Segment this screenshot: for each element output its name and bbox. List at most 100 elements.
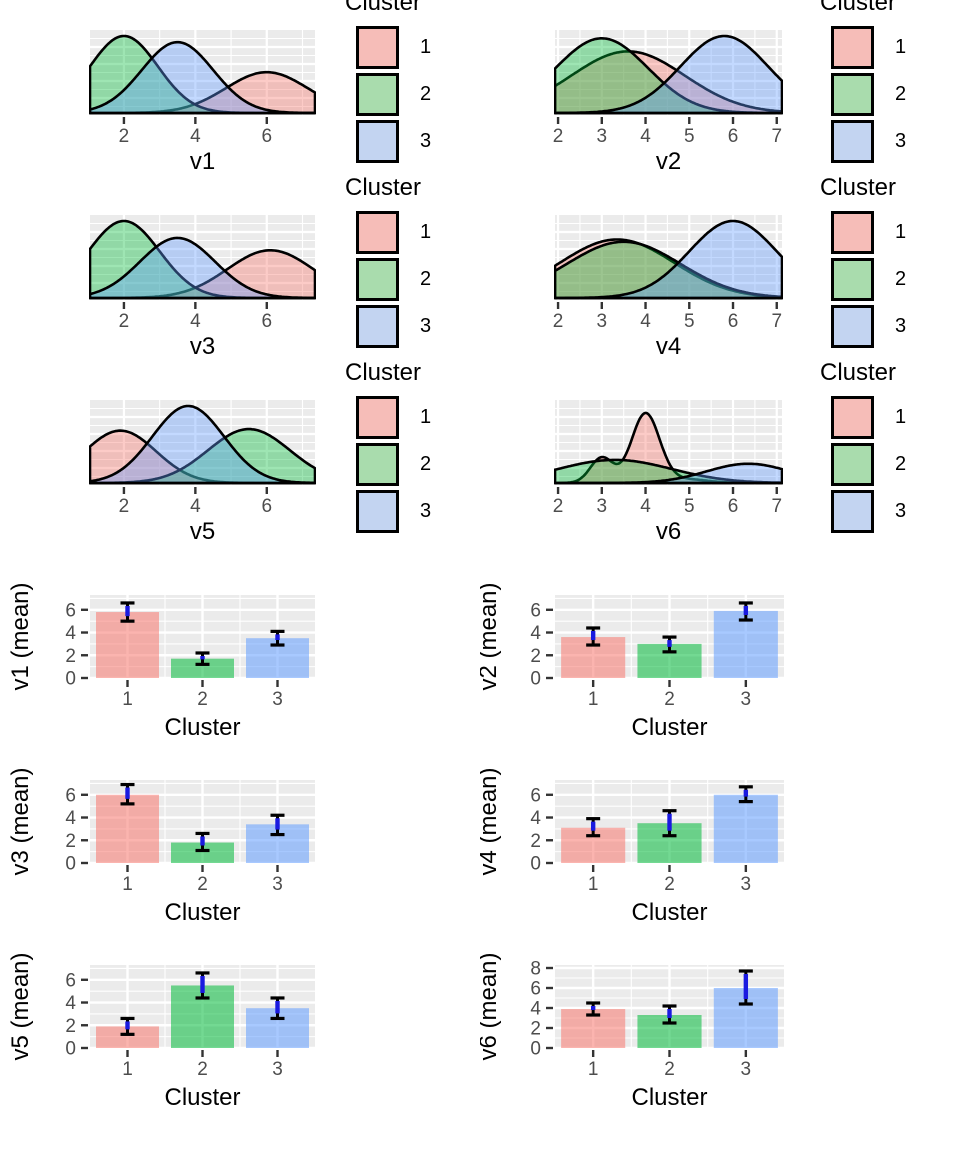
x-tick-label: 2 [664, 1059, 675, 1080]
legend-item-cluster-3: 3 [820, 490, 960, 533]
legend-label: 1 [895, 406, 907, 428]
y-tick-label: 4 [65, 623, 76, 644]
legend-label: 2 [420, 268, 432, 290]
x-axis-title: v1 [190, 148, 215, 175]
x-tick-label: 3 [741, 689, 752, 710]
bar-cluster-1 [96, 612, 159, 678]
density-plot-v1: 2 4 6 v1 [89, 30, 316, 175]
legend-item-cluster-3: 3 [820, 305, 960, 348]
legend-label: 2 [895, 268, 907, 290]
legend-title: Cluster [820, 174, 897, 201]
legend-swatch-cluster-3 [831, 305, 874, 348]
x-tick-label: 2 [553, 311, 564, 332]
density-plot-v2: 2 3 4 5 6 7 v2 [553, 30, 783, 175]
x-tick-label: 5 [684, 311, 695, 332]
cluster-legend: Cluster 1 2 3 [820, 360, 960, 537]
y-axis-title: v1 (mean) [7, 582, 34, 690]
x-axis-title: Cluster [164, 714, 240, 741]
legend-item-cluster-2: 2 [820, 258, 960, 301]
x-tick-label: 3 [272, 1059, 283, 1080]
x-tick-label: 2 [664, 874, 675, 895]
y-tick-label: 0 [530, 669, 541, 690]
error-bar-cluster-3 [738, 785, 753, 804]
legend-swatch-cluster-2 [356, 443, 399, 486]
legend-item-cluster-2: 2 [820, 73, 960, 116]
x-tick-label: 1 [588, 874, 599, 895]
x-axis-title: v5 [190, 518, 215, 545]
x-tick-label: 5 [684, 496, 695, 517]
bar-cluster-1 [96, 1026, 159, 1048]
error-bar-cluster-1 [120, 1016, 135, 1036]
y-tick-label: 2 [530, 646, 541, 667]
y-tick-label: 6 [65, 785, 76, 806]
bar-cluster-1 [96, 794, 159, 863]
legend-item-cluster-1: 1 [345, 396, 485, 439]
y-axis-title: v2 (mean) [480, 582, 502, 690]
y-tick-label: 0 [65, 854, 76, 875]
legend-swatch-cluster-1 [831, 396, 874, 439]
bar-cluster-2 [171, 842, 234, 863]
legend-item-cluster-2: 2 [345, 443, 485, 486]
legend-item-cluster-3: 3 [345, 490, 485, 533]
density-curve-cluster-3 [554, 462, 783, 485]
density-curve-cluster-3 [89, 404, 316, 485]
x-tick-label: 1 [588, 689, 599, 710]
density-curve-cluster-3 [554, 219, 783, 300]
x-tick-label: 2 [197, 1059, 208, 1080]
legend-swatch-cluster-3 [356, 490, 399, 533]
legend-swatch-cluster-1 [356, 26, 399, 69]
cluster-legend: Cluster 1 2 3 [345, 360, 485, 537]
error-bar-cluster-1 [120, 782, 135, 806]
legend-label: 2 [895, 83, 907, 105]
legend-label: 1 [420, 221, 432, 243]
x-tick-label: 7 [771, 126, 782, 147]
x-tick-label: 2 [553, 126, 564, 147]
x-tick-label: 6 [261, 311, 272, 332]
x-tick-label: 2 [119, 311, 130, 332]
legend-item-cluster-3: 3 [345, 305, 485, 348]
legend-label: 3 [420, 315, 432, 337]
bar-cluster-3 [713, 794, 778, 863]
x-tick-label: 4 [640, 126, 651, 147]
x-axis-title: Cluster [164, 899, 240, 926]
y-tick-label: 2 [530, 831, 541, 852]
legend-swatch-cluster-3 [356, 120, 399, 163]
x-tick-label: 7 [771, 496, 782, 517]
y-axis-title: v6 (mean) [480, 952, 502, 1060]
x-tick-label: 1 [588, 1059, 599, 1080]
legend-item-cluster-1: 1 [820, 396, 960, 439]
y-tick-label: 0 [530, 854, 541, 875]
y-tick-label: 2 [65, 1016, 76, 1037]
density-plot-v4: 2 3 4 5 6 7 v4 [553, 215, 783, 360]
legend-label: 3 [420, 500, 432, 522]
x-tick-label: 1 [122, 1059, 133, 1080]
density-plot-v5: 2 4 6 v5 [89, 400, 316, 545]
legend-item-cluster-1: 1 [345, 211, 485, 254]
error-bar-cluster-2 [662, 1004, 677, 1025]
y-axis-title: v3 (mean) [7, 767, 34, 875]
y-tick-label: 4 [65, 808, 76, 829]
error-bar-cluster-1 [586, 626, 601, 647]
legend-label: 3 [895, 130, 907, 152]
y-tick-label: 2 [65, 831, 76, 852]
x-tick-label: 3 [741, 1059, 752, 1080]
legend-item-cluster-3: 3 [345, 120, 485, 163]
y-tick-label: 2 [530, 1019, 541, 1040]
error-bar-cluster-1 [120, 601, 135, 623]
x-tick-label: 6 [261, 496, 272, 517]
error-bar-cluster-1 [586, 817, 601, 838]
x-tick-label: 2 [553, 496, 564, 517]
density-curve-cluster-1 [554, 50, 783, 115]
bar-cluster-3 [713, 610, 778, 678]
error-bar-cluster-2 [662, 809, 677, 838]
x-tick-label: 4 [190, 496, 201, 517]
x-tick-label: 2 [119, 126, 130, 147]
x-tick-label: 6 [728, 126, 739, 147]
error-bar-cluster-2 [195, 831, 210, 853]
x-tick-label: 2 [664, 689, 675, 710]
legend-swatch-cluster-1 [356, 396, 399, 439]
